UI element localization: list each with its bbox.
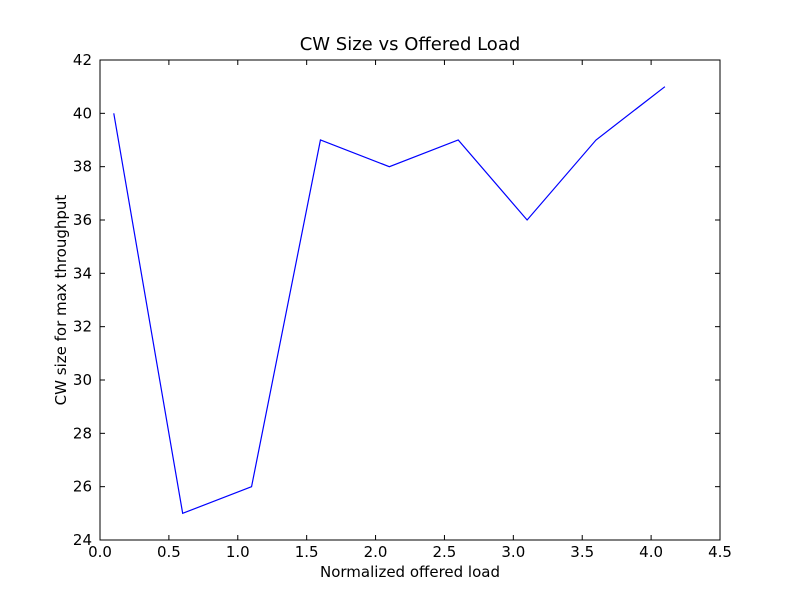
x-tick-label: 2.0 [364,543,388,561]
x-tick-label: 0.5 [157,543,181,561]
x-tick-label: 4.0 [639,543,663,561]
y-tick-label: 34 [73,264,92,282]
y-tick-label: 26 [73,478,92,496]
x-tick-label: 2.5 [433,543,457,561]
y-tick-label: 36 [73,211,92,229]
y-tick-label: 28 [73,424,92,442]
y-tick-label: 24 [73,531,92,549]
y-axis-label: CW size for max throughput [52,195,70,406]
x-tick-label: 4.5 [708,543,732,561]
y-tick-label: 40 [73,104,92,122]
y-tick-label: 38 [73,158,92,176]
plot-area [100,60,720,540]
x-axis-ticks: 0.0 0.5 1.0 1.5 2.0 2.5 3.0 3.5 4.0 4.5 [88,60,732,561]
plot-frame [99,59,721,541]
series-layer [113,86,666,515]
y-tick-label: 42 [73,51,92,69]
x-tick-label: 1.5 [295,543,319,561]
y-axis-ticks: 24 26 28 30 32 34 36 38 40 42 [73,51,720,549]
x-tick-label: 3.0 [501,543,525,561]
y-tick-label: 32 [73,318,92,336]
x-tick-label: 0.0 [88,543,112,561]
y-tick-label: 30 [73,371,92,389]
series-line [113,86,666,515]
x-tick-label: 1.0 [226,543,250,561]
x-axis-label: Normalized offered load [320,563,500,581]
x-tick-label: 3.5 [570,543,594,561]
chart-title: CW Size vs Offered Load [300,34,521,55]
